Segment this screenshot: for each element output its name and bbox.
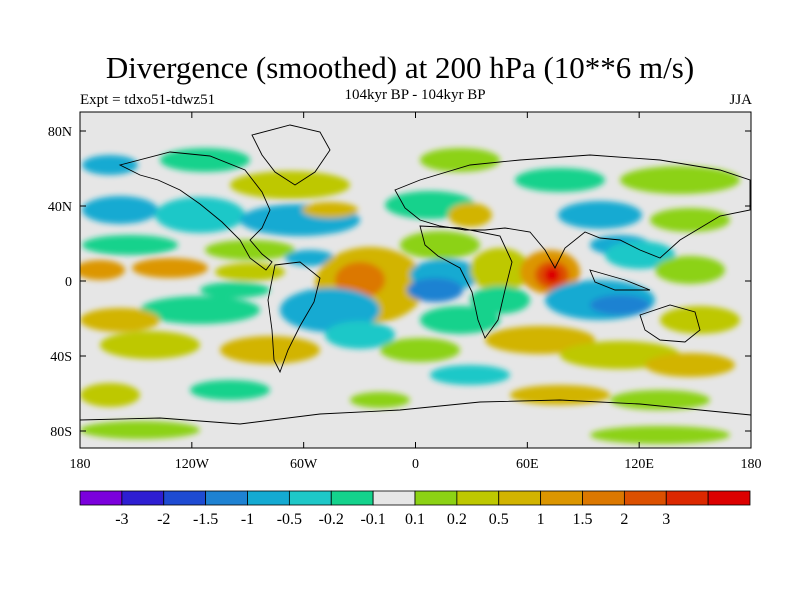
colorbar-label: 0.5 — [489, 511, 509, 528]
colorbar-label: 3 — [662, 511, 670, 528]
colorbar-label: 0.2 — [447, 511, 467, 528]
map-frame — [79, 111, 752, 449]
colorbar-swatch — [707, 490, 751, 506]
field-layer — [80, 112, 751, 448]
colorbar-swatch — [623, 490, 667, 506]
y-tick-label: 40S — [50, 350, 72, 365]
colorbar-swatch — [582, 490, 625, 506]
colorbar-label: -0.2 — [319, 511, 344, 528]
colorbar-swatch — [456, 490, 500, 506]
y-tick-label: 40N — [48, 200, 72, 215]
colorbar-swatch — [163, 490, 207, 506]
colorbar-label: -0.1 — [360, 511, 385, 528]
x-tick-label: 120W — [175, 457, 210, 472]
colorbar-swatch — [540, 490, 583, 506]
period-label: 104kyr BP - 104kyr BP — [344, 87, 486, 103]
colorbar-swatch — [372, 490, 416, 506]
colorbar-label: -2 — [157, 511, 170, 528]
y-tick-label: 80S — [50, 425, 72, 440]
colorbar-label: 2 — [620, 511, 628, 528]
y-tick-label: 0 — [65, 275, 72, 290]
x-tick-label: 0 — [412, 457, 419, 472]
colorbar — [79, 490, 751, 506]
coastlines — [80, 124, 751, 425]
colorbar-label: 1 — [537, 511, 545, 528]
colorbar-swatch — [247, 490, 290, 506]
x-tick-label: 180 — [70, 457, 91, 472]
colorbar-swatch — [121, 490, 165, 506]
colorbar-label: -0.5 — [277, 511, 302, 528]
colorbar-swatch — [205, 490, 248, 506]
colorbar-swatch — [288, 490, 332, 506]
colorbar-swatch — [498, 490, 542, 506]
season-label: JJA — [729, 92, 752, 108]
x-tick-label: 180 — [741, 457, 762, 472]
colorbar-label: 0.1 — [405, 511, 425, 528]
colorbar-swatch — [79, 490, 123, 506]
colorbar-label: -1 — [241, 511, 254, 528]
x-tick-label: 60W — [290, 457, 318, 472]
experiment-label: Expt = tdxo51-tdwz51 — [80, 92, 216, 108]
chart-title: Divergence (smoothed) at 200 hPa (10**6 … — [105, 50, 695, 85]
colorbar-swatch — [414, 490, 458, 506]
colorbar-label: -1.5 — [193, 511, 218, 528]
x-tick-label: 60E — [516, 457, 539, 472]
colorbar-label: 1.5 — [573, 511, 593, 528]
colorbar-swatch — [330, 490, 374, 506]
colorbar-label: -3 — [115, 511, 128, 528]
colorbar-swatch — [665, 490, 709, 506]
y-tick-label: 80N — [48, 125, 72, 140]
x-tick-label: 120E — [624, 457, 654, 472]
